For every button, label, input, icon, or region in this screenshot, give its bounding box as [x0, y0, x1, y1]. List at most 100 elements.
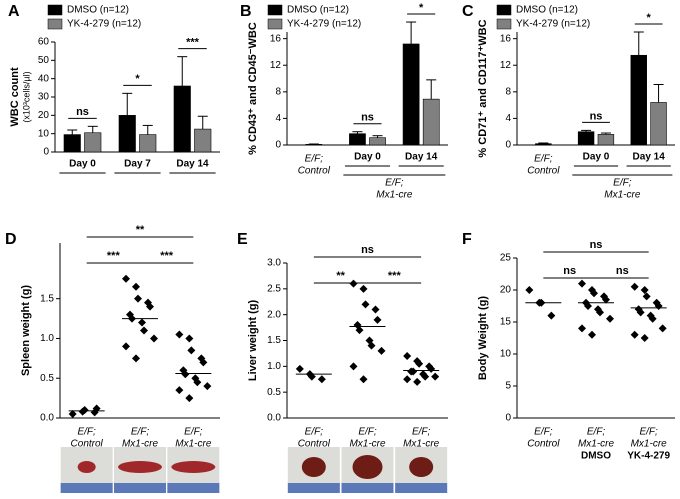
- data-point: [122, 274, 130, 283]
- data-point: [132, 354, 140, 363]
- y-tick-label: 60: [38, 37, 50, 48]
- x-tick-label: Control: [527, 166, 560, 177]
- data-point: [371, 305, 380, 314]
- x-tick-label: Mx1-cre: [349, 439, 386, 450]
- significance-label: *: [135, 73, 140, 85]
- bar: [118, 115, 136, 153]
- x-tick-label: E/F;: [534, 427, 553, 438]
- group-label: E/F;: [613, 178, 632, 189]
- y-axis-label: WBC count: [9, 67, 21, 127]
- significance-label: **: [136, 224, 145, 236]
- y-axis-label: Liver weight (g): [247, 300, 259, 382]
- bar: [402, 43, 420, 146]
- data-point: [421, 372, 430, 381]
- data-point: [361, 300, 370, 309]
- y-tick-label: 0: [43, 147, 49, 158]
- significance-label: ns: [590, 239, 603, 251]
- x-tick-label: E/F;: [305, 427, 324, 438]
- bar: [139, 134, 157, 153]
- significance-label: ns: [361, 244, 374, 256]
- significance-label: ns: [76, 106, 89, 118]
- data-point: [185, 334, 194, 343]
- x-tick-label: Mx1-cre: [122, 439, 159, 450]
- y-tick-label: 40: [38, 73, 50, 84]
- legend-label: YK-4-279 (n=12): [287, 19, 361, 30]
- x-tick-label: E/F;: [587, 427, 606, 438]
- group-label: E/F;: [385, 178, 404, 189]
- y-tick-label: 0.5: [267, 387, 281, 398]
- x-tick-label: Day 0: [69, 159, 96, 170]
- data-point: [349, 279, 358, 288]
- data-point: [367, 341, 376, 350]
- y-tick-label: 10: [500, 349, 512, 360]
- x-tick-label: E/F;: [412, 427, 431, 438]
- data-point: [578, 279, 586, 288]
- data-point: [403, 352, 412, 360]
- y-tick-label: 3.0: [267, 258, 281, 269]
- bar: [630, 54, 647, 146]
- data-point: [134, 294, 142, 303]
- photo-organ: [352, 455, 383, 479]
- data-point: [413, 377, 422, 386]
- data-point: [403, 375, 412, 384]
- bar: [422, 98, 440, 146]
- y-tick-label: 5: [505, 381, 511, 392]
- photo-ruler: [167, 483, 220, 493]
- legend-swatch: [267, 4, 283, 16]
- data-point: [68, 410, 77, 419]
- x-tick-label: Day 0: [354, 152, 381, 163]
- legend-swatch: [267, 18, 283, 30]
- data-point: [122, 342, 130, 351]
- y-tick-label: 12: [270, 60, 282, 71]
- data-point: [584, 302, 592, 310]
- legend-swatch: [47, 4, 63, 16]
- y-tick-label: 12: [500, 60, 512, 71]
- photo-ruler: [114, 483, 166, 493]
- y-axis-label: Body Weight (g): [477, 296, 489, 380]
- significance-label: ns: [616, 265, 629, 277]
- data-point: [317, 375, 326, 384]
- y-tick-label: 0: [505, 140, 511, 151]
- x-tick-label: Day 14: [633, 152, 666, 163]
- y-axis-label: Spleen weight (g): [20, 285, 32, 376]
- y-tick-label: 4: [505, 113, 511, 124]
- legend-label: YK-4-279 (n=12): [67, 19, 141, 30]
- data-point: [199, 358, 208, 367]
- data-point: [630, 282, 639, 291]
- y-tick-label: 0.0: [40, 413, 54, 424]
- significance-label: ns: [563, 265, 576, 277]
- bar: [597, 134, 615, 146]
- x-tick-label: Mx1-cre: [578, 439, 615, 450]
- x-tick-label: E/F;: [131, 427, 150, 438]
- y-tick-label: 30: [38, 92, 50, 103]
- x-tick-label: Day 14: [176, 159, 209, 170]
- y-tick-label: 0: [505, 413, 511, 424]
- photo-organ: [118, 461, 162, 473]
- data-point: [658, 324, 667, 333]
- x-tick-label: Mx1-cre: [403, 439, 440, 450]
- bar: [650, 102, 667, 146]
- y-tick-label: 8: [505, 86, 511, 97]
- y-tick-label: 50: [38, 55, 50, 66]
- group-label: Mx1-cre: [604, 190, 641, 201]
- y-tick-label: 16: [500, 33, 512, 44]
- data-point: [606, 314, 614, 323]
- panel-label: F: [462, 231, 472, 248]
- data-point: [307, 372, 316, 381]
- data-point: [150, 334, 158, 343]
- panel-label: D: [5, 231, 17, 248]
- significance-label: ***: [160, 250, 174, 262]
- data-point: [630, 330, 639, 339]
- y-axis-label: (x10³cells/µl): [21, 71, 31, 122]
- significance-label: ns: [361, 112, 374, 124]
- legend-swatch: [496, 18, 512, 30]
- data-point: [359, 284, 368, 293]
- y-tick-label: 20: [38, 110, 50, 121]
- data-point: [648, 314, 657, 323]
- significance-label: ***: [388, 270, 402, 282]
- data-point: [355, 326, 364, 335]
- x-tick-label: Mx1-cre: [175, 439, 212, 450]
- y-tick-label: 0.5: [40, 373, 54, 384]
- data-point: [373, 315, 382, 324]
